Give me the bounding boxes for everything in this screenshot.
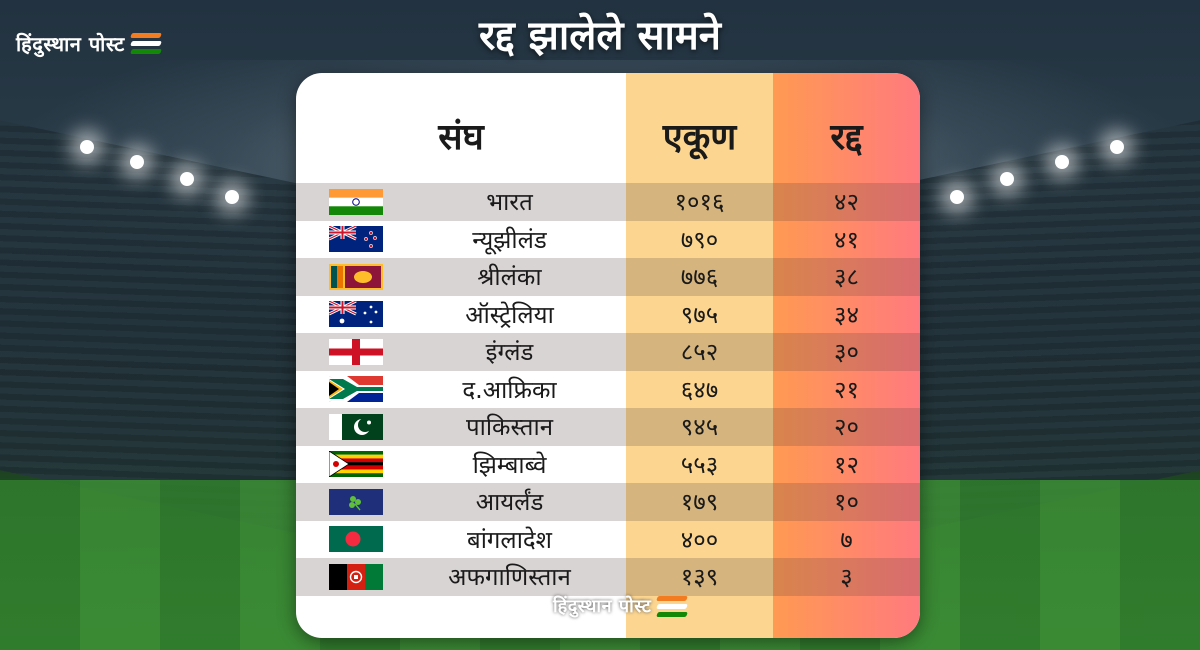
total-matches: ८५२ bbox=[680, 338, 719, 367]
brand-stripes-icon bbox=[656, 595, 689, 617]
header-team: संघ bbox=[438, 116, 484, 158]
india-flag-icon bbox=[329, 188, 383, 215]
cancelled-matches: ४२ bbox=[834, 188, 859, 217]
cancelled-matches: ७ bbox=[840, 525, 853, 554]
table-row: द.आफ्रिका ६४७ २१ bbox=[296, 371, 920, 409]
cancelled-matches: ३ bbox=[840, 563, 853, 592]
south-africa-flag-icon bbox=[329, 376, 383, 403]
table-row: आयर्लंड १७९ १० bbox=[296, 483, 920, 521]
total-matches: ९७५ bbox=[680, 300, 719, 329]
team-name: अफगाणिस्तान bbox=[448, 563, 571, 592]
zimbabwe-flag-icon bbox=[329, 451, 383, 478]
table-row: पाकिस्तान ९४५ २० bbox=[296, 408, 920, 446]
team-name: इंग्लंड bbox=[485, 338, 534, 367]
ireland-cricket-flag-icon bbox=[329, 488, 383, 515]
floodlight-icon bbox=[225, 190, 239, 204]
floodlight-icon bbox=[1000, 172, 1014, 186]
team-name: बांगलादेश bbox=[467, 525, 552, 554]
floodlight-icon bbox=[950, 190, 964, 204]
cancelled-matches: ४१ bbox=[834, 225, 859, 254]
team-name: पाकिस्तान bbox=[465, 413, 554, 442]
total-matches: ६४७ bbox=[680, 375, 719, 404]
floodlight-icon bbox=[1110, 140, 1124, 154]
cancelled-matches: १२ bbox=[834, 450, 859, 479]
cancelled-matches: ३८ bbox=[834, 263, 859, 292]
cancelled-matches: २१ bbox=[834, 375, 859, 404]
team-name: आयर्लंड bbox=[475, 488, 544, 517]
page-title: रद्द झालेले सामने bbox=[479, 13, 721, 59]
team-name: झिम्बाब्वे bbox=[472, 450, 547, 479]
england-flag-icon bbox=[329, 338, 383, 365]
table-row: ऑस्ट्रेलिया ९७५ ३४ bbox=[296, 296, 920, 334]
floodlight-icon bbox=[80, 140, 94, 154]
total-matches: ९४५ bbox=[680, 413, 719, 442]
cancelled-column-background bbox=[773, 73, 920, 638]
table-row: भारत १०१६ ४२ bbox=[296, 183, 920, 221]
sri-lanka-flag-icon bbox=[329, 263, 383, 290]
table-row: झिम्बाब्वे ५५३ १२ bbox=[296, 446, 920, 484]
total-matches: १३९ bbox=[680, 563, 719, 592]
header-cancelled: रद्द bbox=[830, 116, 863, 158]
floodlight-icon bbox=[130, 155, 144, 169]
bangladesh-flag-icon bbox=[329, 526, 383, 553]
brand-logo: हिंदुस्थान पोस्ट bbox=[16, 30, 162, 57]
pakistan-flag-icon bbox=[329, 413, 383, 440]
table-row: बांगलादेश ४०० ७ bbox=[296, 521, 920, 559]
total-matches: ४०० bbox=[680, 525, 719, 554]
table-body: भारत १०१६ ४२ न्यूझीलंड ७९० ४१ bbox=[296, 183, 920, 596]
cancelled-matches-table: संघ एकूण रद्द भारत १०१६ ४२ bbox=[296, 73, 920, 638]
cancelled-matches: ३४ bbox=[834, 300, 859, 329]
brand-watermark: हिंदुस्थान पोस्ट bbox=[553, 594, 689, 618]
cancelled-matches: २० bbox=[834, 413, 859, 442]
brand-logo-text: हिंदुस्थान पोस्ट bbox=[16, 32, 125, 56]
team-name: न्यूझीलंड bbox=[472, 225, 547, 254]
brand-watermark-text: हिंदुस्थान पोस्ट bbox=[553, 596, 652, 617]
total-matches: ७७६ bbox=[680, 263, 719, 292]
team-name: भारत bbox=[486, 188, 533, 217]
total-matches: १७९ bbox=[680, 488, 719, 517]
total-column-background bbox=[626, 73, 773, 638]
table-row: न्यूझीलंड ७९० ४१ bbox=[296, 221, 920, 259]
floodlight-icon bbox=[1055, 155, 1069, 169]
team-name: द.आफ्रिका bbox=[462, 375, 557, 404]
afghanistan-flag-icon bbox=[329, 563, 383, 590]
table-row: श्रीलंका ७७६ ३८ bbox=[296, 258, 920, 296]
total-matches: १०१६ bbox=[674, 188, 725, 217]
cancelled-matches: १० bbox=[834, 488, 859, 517]
floodlight-icon bbox=[180, 172, 194, 186]
header-total: एकूण bbox=[662, 116, 737, 158]
table-header: संघ एकूण रद्द bbox=[296, 93, 920, 177]
new-zealand-flag-icon bbox=[329, 226, 383, 253]
table-row: अफगाणिस्तान १३९ ३ bbox=[296, 558, 920, 596]
cancelled-matches: ३० bbox=[834, 338, 859, 367]
table-row: इंग्लंड ८५२ ३० bbox=[296, 333, 920, 371]
total-matches: ५५३ bbox=[680, 450, 719, 479]
team-name: श्रीलंका bbox=[477, 263, 542, 292]
australia-flag-icon bbox=[329, 301, 383, 328]
total-matches: ७९० bbox=[680, 225, 719, 254]
team-name: ऑस्ट्रेलिया bbox=[465, 300, 554, 329]
